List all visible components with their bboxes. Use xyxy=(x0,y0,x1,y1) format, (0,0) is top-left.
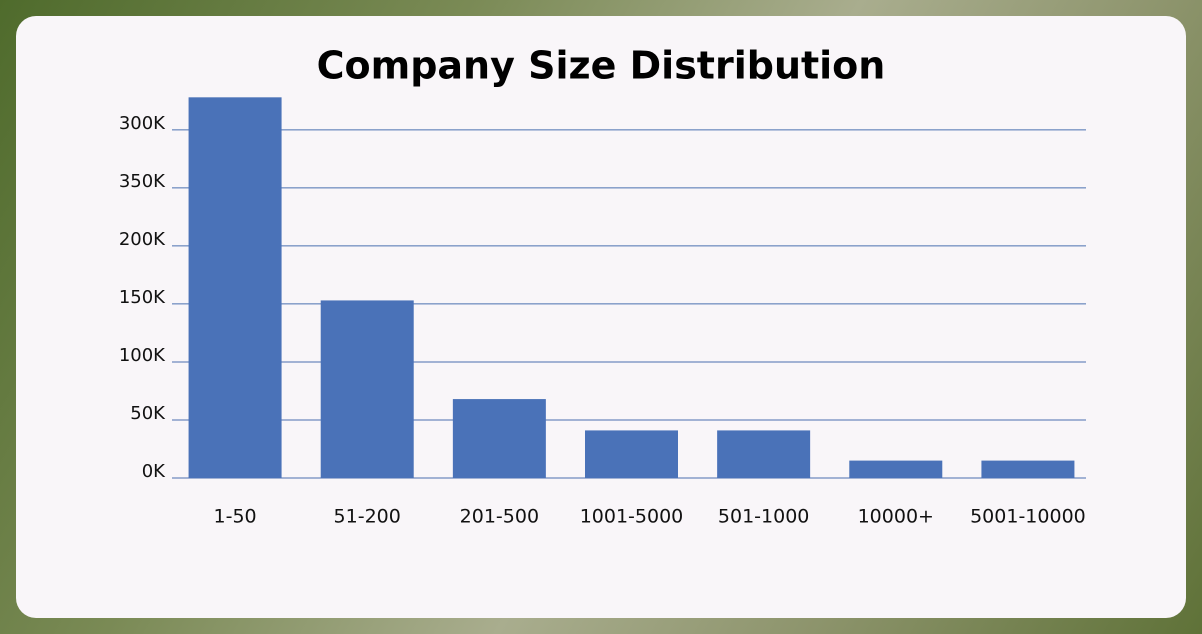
bar xyxy=(452,399,546,478)
y-tick-label: 300K xyxy=(119,113,166,134)
bar xyxy=(585,430,678,478)
bar xyxy=(981,460,1075,478)
x-tick-label: 1001-5000 xyxy=(580,506,684,528)
bar xyxy=(849,460,943,478)
y-tick-label: 0K xyxy=(142,461,166,482)
y-tick-label: 50K xyxy=(130,403,166,424)
y-tick-label: 100K xyxy=(119,345,166,366)
x-tick-label: 201-500 xyxy=(460,506,539,528)
x-tick-label: 501-1000 xyxy=(718,506,809,528)
bar xyxy=(188,97,282,478)
chart-title: Company Size Distribution xyxy=(317,44,886,88)
x-tick-label: 51-200 xyxy=(334,506,401,528)
x-tick-label: 5001-10000 xyxy=(970,506,1086,528)
bar xyxy=(717,430,811,478)
bar xyxy=(320,300,414,478)
y-tick-label: 350K xyxy=(119,171,166,192)
x-tick-label: 1-50 xyxy=(214,506,257,528)
x-tick-label: 10000+ xyxy=(858,506,934,528)
y-tick-label: 200K xyxy=(119,229,166,250)
y-tick-label: 150K xyxy=(119,287,166,308)
